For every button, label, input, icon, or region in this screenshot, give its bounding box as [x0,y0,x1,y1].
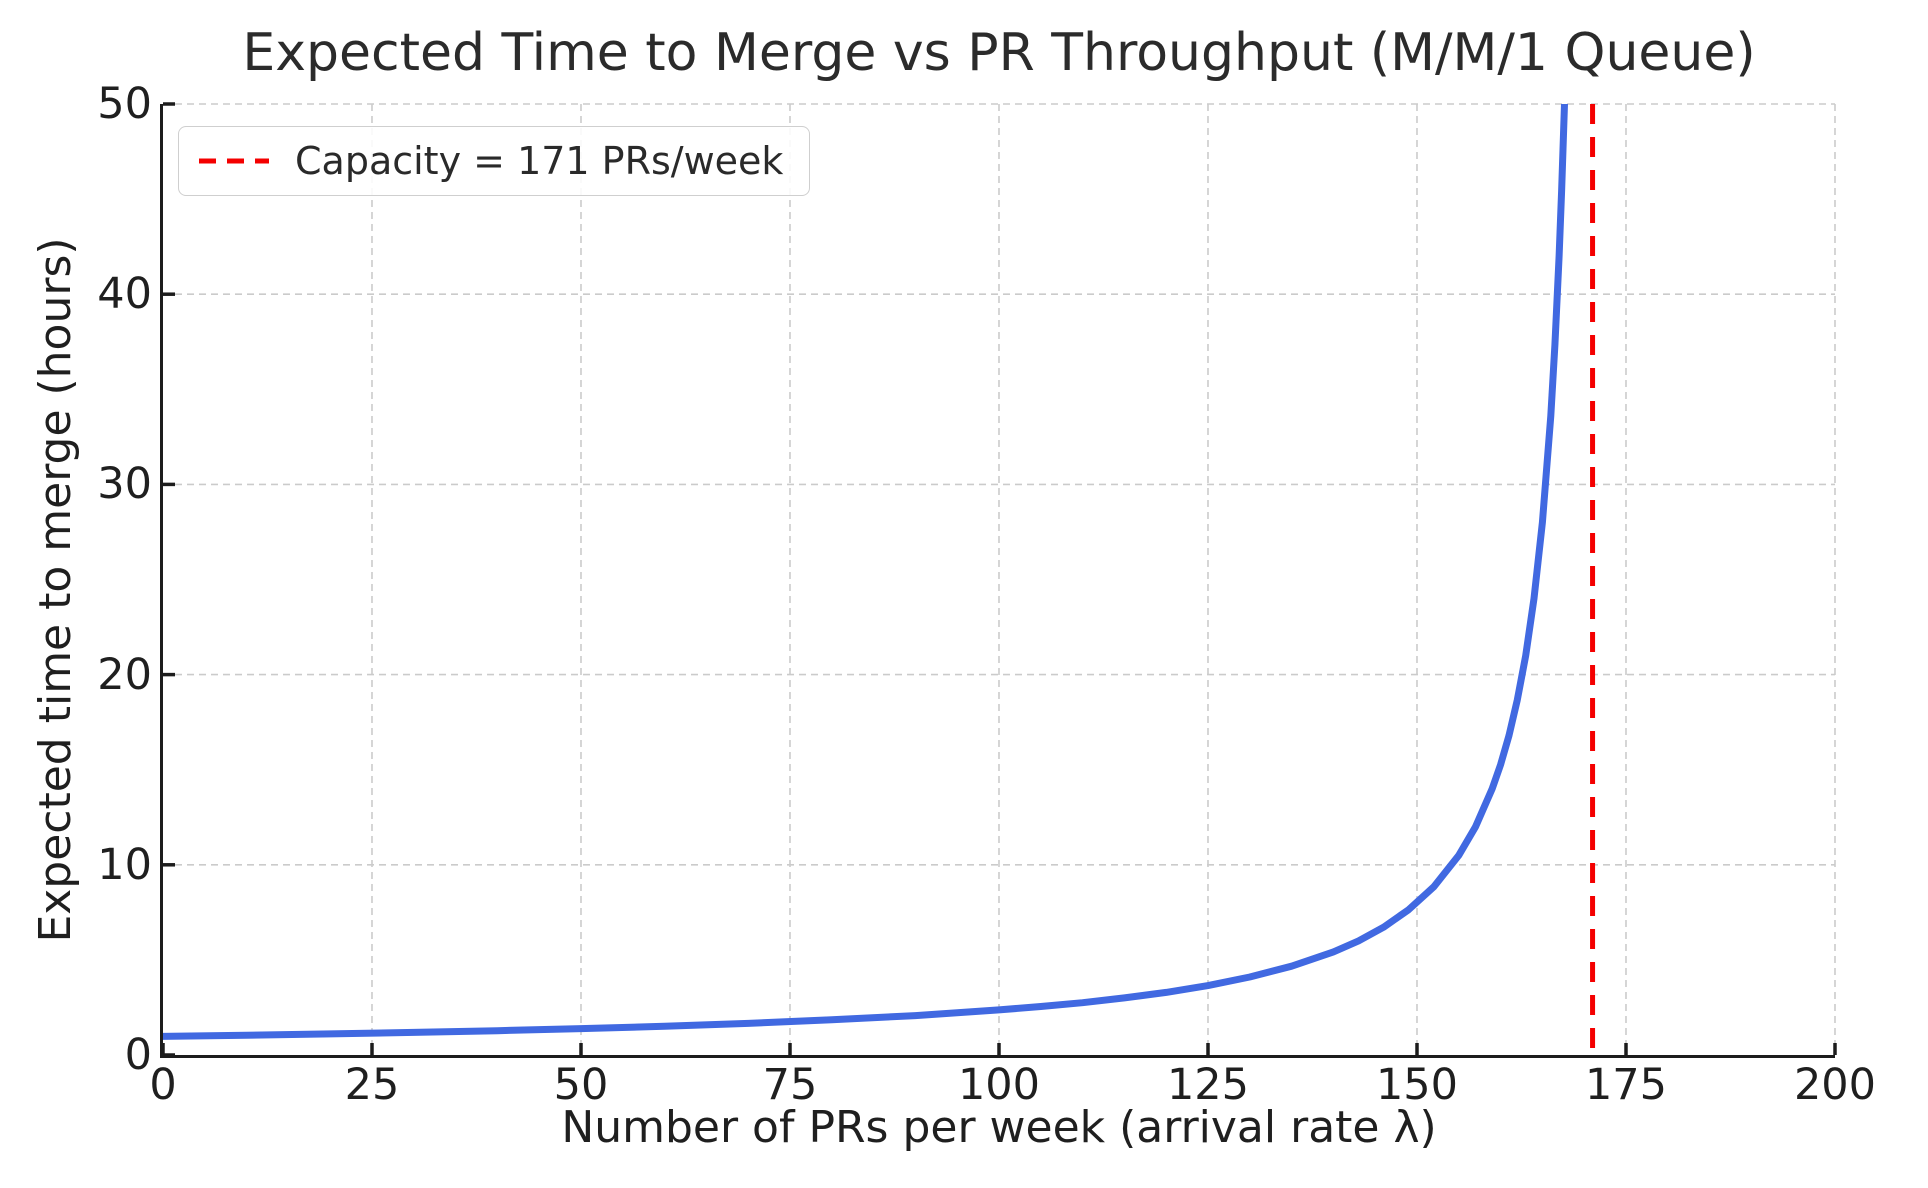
y-axis-label: Expected time to merge (hours) [30,237,81,943]
x-tick-label-50: 50 [553,1060,609,1110]
legend: Capacity = 171 PRs/week [178,126,811,196]
x-tick-label-150: 150 [1375,1060,1459,1110]
x-axis-label: Number of PRs per week (arrival rate λ) [561,1102,1437,1153]
x-tick-label-25: 25 [344,1060,400,1110]
y-tick-label-0: 0 [124,1030,152,1080]
legend-label: Capacity = 171 PRs/week [295,139,784,183]
axis-tick-marks [161,102,1837,1057]
y-tick-label-30: 30 [97,459,152,510]
plot-area [160,102,1837,1058]
x-tick-label-0: 0 [149,1060,177,1110]
gridlines [163,103,1836,1055]
y-tick-label-10: 10 [97,839,152,890]
x-tick-label-125: 125 [1166,1060,1250,1110]
expected-merge-time-curve [163,104,1568,1040]
x-tick-label-100: 100 [957,1060,1041,1110]
data-series [163,104,1596,1055]
y-tick-label-40: 40 [97,269,152,320]
x-tick-label-75: 75 [762,1060,818,1110]
y-tick-label-50: 50 [97,79,152,129]
chart-title: Expected Time to Merge vs PR Throughput … [242,23,1756,83]
x-tick-label-175: 175 [1584,1060,1668,1110]
y-tick-label-20: 20 [97,649,152,700]
capacity-dashed-line-icon [199,158,269,164]
x-tick-label-200: 200 [1793,1060,1877,1110]
plot-canvas [161,102,1837,1057]
